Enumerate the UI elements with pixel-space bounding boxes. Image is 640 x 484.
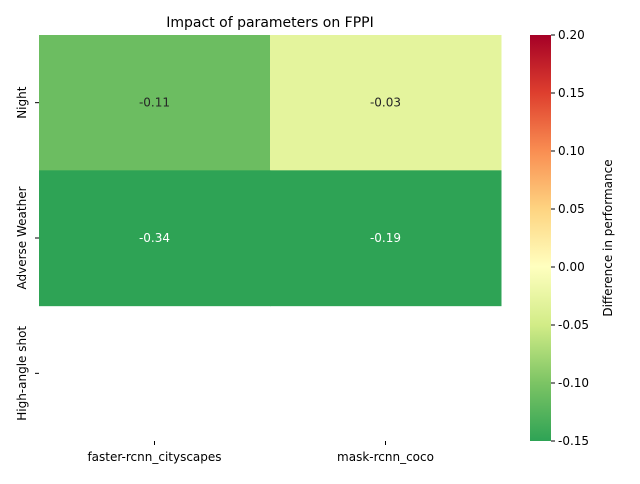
- cell-value-label: -0.34: [139, 231, 170, 245]
- heatmap-cell: [270, 35, 502, 171]
- colorbar-tick-label: -0.10: [558, 376, 589, 390]
- colorbar: 0.20 0.15 0.10 0.05 0.00 -0.05 -0.10 -0.15 Diffe…: [530, 28, 615, 448]
- chart-title: Impact of parameters on FPPI: [166, 15, 373, 31]
- heatmap-cell: [270, 170, 502, 307]
- colorbar-tick-label: -0.15: [558, 434, 589, 448]
- colorbar-label: Difference in performance: [601, 159, 615, 316]
- colorbar-tick-label: 0.10: [558, 144, 585, 158]
- colorbar-tick-label: 0.00: [558, 260, 585, 274]
- heatmap-cells: -0.11 -0.03 -0.34 -0.19: [39, 35, 502, 307]
- x-axis: faster-rcnn_cityscapes mask-rcnn_coco: [87, 441, 434, 464]
- heatmap-cell: [39, 35, 271, 171]
- y-axis: Night Adverse Weather High-angle shot: [15, 86, 39, 421]
- x-tick-label: faster-rcnn_cityscapes: [87, 450, 221, 464]
- colorbar-tick-label: 0.15: [558, 86, 585, 100]
- x-tick-label: mask-rcnn_coco: [337, 450, 434, 464]
- colorbar-gradient: [530, 35, 551, 441]
- colorbar-tick-label: 0.05: [558, 202, 585, 216]
- colorbar-tick-label: 0.20: [558, 28, 585, 42]
- heatmap-cell: [39, 170, 271, 307]
- cell-value-label: -0.11: [139, 96, 170, 110]
- y-tick-label: Night: [15, 86, 29, 119]
- y-tick-label: Adverse Weather: [15, 186, 29, 289]
- cell-value-label: -0.19: [370, 231, 401, 245]
- colorbar-tick-label: -0.05: [558, 318, 589, 332]
- cell-value-label: -0.03: [370, 96, 401, 110]
- y-tick-label: High-angle shot: [15, 326, 29, 421]
